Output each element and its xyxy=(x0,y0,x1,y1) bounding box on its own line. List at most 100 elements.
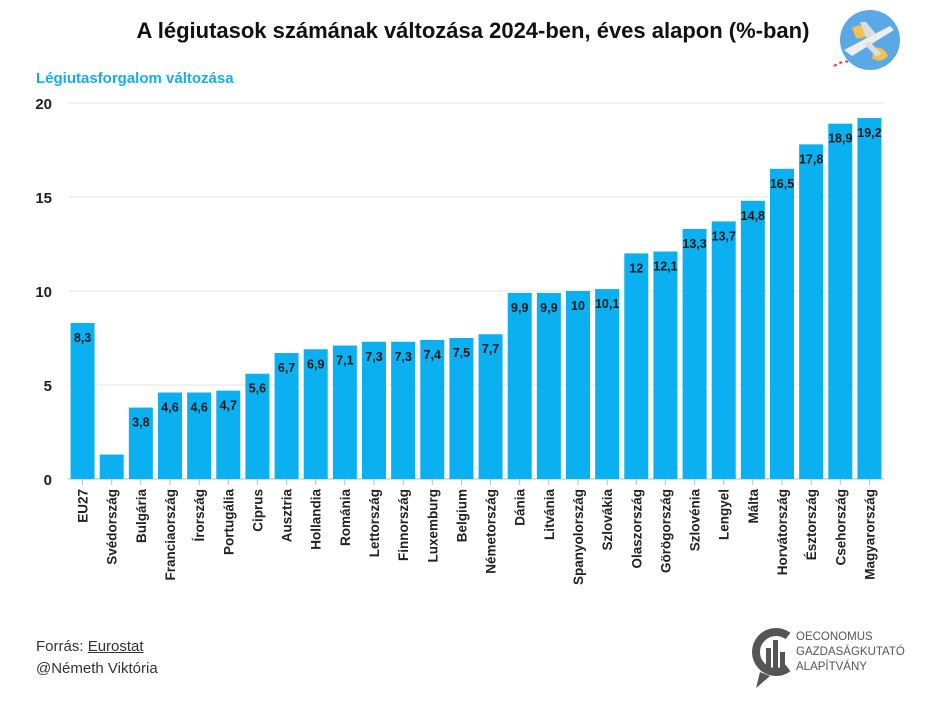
x-tick-label: Svédország xyxy=(105,489,120,565)
x-tick-label: Németország xyxy=(484,489,499,574)
data-label: 13,3 xyxy=(682,237,706,251)
x-tick-label: Írország xyxy=(192,489,207,542)
x-tick-label: Portugália xyxy=(221,489,236,556)
data-label: 10,1 xyxy=(595,297,619,311)
bar xyxy=(653,251,678,479)
x-tick-label: Olaszország xyxy=(629,489,644,569)
chart-title: A légiutasok számának változása 2024-ben… xyxy=(136,18,810,43)
y-tick-label: 0 xyxy=(44,472,52,489)
logo-icon xyxy=(752,628,791,688)
x-tick-label: Belgium xyxy=(454,489,469,542)
bar xyxy=(799,144,824,480)
data-label: 3,8 xyxy=(132,416,149,430)
source-link[interactable]: Eurostat xyxy=(87,638,144,655)
x-tick-label: Finnország xyxy=(396,489,411,561)
data-label: 12 xyxy=(629,261,643,275)
x-tick-label: Spanyolország xyxy=(571,489,586,585)
bar xyxy=(99,454,124,479)
data-label: 7,1 xyxy=(336,354,353,368)
data-label: 5,6 xyxy=(249,382,266,396)
x-tick-label: Románia xyxy=(338,489,353,547)
bar-chart: 0 5 10 15 20 8,3 EU27 Svédország 3,8 Bulgária 4,6 F… xyxy=(35,96,884,585)
bar xyxy=(420,339,445,479)
data-label: 10 xyxy=(571,299,585,313)
oeconomus-logo: OECONOMUS GAZDASÁGKUTATÓ ALAPÍTVÁNY xyxy=(752,622,942,692)
data-label: 17,8 xyxy=(799,152,823,166)
x-tick-label: EU27 xyxy=(76,489,91,523)
data-label: 14,8 xyxy=(741,209,765,223)
source-note: Forrás: Eurostat @Németh Viktória xyxy=(36,636,158,680)
bar xyxy=(449,338,474,479)
x-tick-label: Bulgária xyxy=(134,489,149,544)
data-label: 12,1 xyxy=(653,260,677,274)
data-label: 9,9 xyxy=(540,301,557,315)
x-tick-label: Málta xyxy=(746,489,761,524)
x-tick-label: Horvátország xyxy=(775,489,790,575)
data-label: 4,7 xyxy=(220,399,237,413)
bar xyxy=(158,392,182,479)
bar xyxy=(682,228,707,479)
data-label: 7,3 xyxy=(365,350,382,364)
data-label: 9,9 xyxy=(511,301,528,315)
bar xyxy=(70,322,95,479)
data-label: 8,3 xyxy=(74,331,91,345)
bar xyxy=(595,289,620,479)
data-label: 16,5 xyxy=(770,177,794,191)
bar xyxy=(332,345,357,479)
x-tick-label: Csehország xyxy=(833,489,848,566)
author: @Németh Viktória xyxy=(36,660,158,677)
data-label: 7,7 xyxy=(482,342,499,356)
bar xyxy=(711,221,736,479)
x-tick-label: Dánia xyxy=(513,489,528,526)
data-label: 6,7 xyxy=(278,361,295,375)
bar xyxy=(507,292,532,479)
logo-line2: GAZDASÁGKUTATÓ xyxy=(796,646,905,658)
bar xyxy=(274,353,299,479)
data-label: 18,9 xyxy=(828,132,852,146)
y-tick-label: 15 xyxy=(35,190,52,207)
data-label: 13,7 xyxy=(712,229,736,243)
data-label: 4,6 xyxy=(190,401,207,415)
x-tick-label: Franciaország xyxy=(163,489,178,581)
logo-line3: ALAPÍTVÁNY xyxy=(796,661,867,673)
y-axis-label: Légiutasforgalom változása xyxy=(36,70,234,87)
x-tick-label: Görögország xyxy=(658,489,673,573)
x-tick-label: Lengyel xyxy=(717,489,732,540)
y-tick-label: 5 xyxy=(44,378,52,395)
x-tick-label: Ausztria xyxy=(280,489,295,543)
bar xyxy=(391,341,416,479)
x-tick-label: Ciprus xyxy=(250,489,265,532)
x-tick-label: Luxemburg xyxy=(425,489,440,563)
data-label: 4,6 xyxy=(161,401,178,415)
source-label: Forrás: xyxy=(36,638,88,655)
data-label: 6,9 xyxy=(307,357,324,371)
y-tick-label: 20 xyxy=(35,96,52,113)
data-label: 7,5 xyxy=(453,346,470,360)
x-tick-label: Lettország xyxy=(367,489,382,557)
bar xyxy=(128,407,153,479)
bar xyxy=(362,341,386,479)
data-label: 7,4 xyxy=(424,348,441,362)
bar xyxy=(857,118,882,479)
bar xyxy=(478,334,503,479)
x-tick-label: Hollandia xyxy=(309,489,324,550)
x-tick-label: Magyarország xyxy=(862,489,877,580)
logo-line1: OECONOMUS xyxy=(796,631,873,643)
bar xyxy=(303,349,328,479)
bar xyxy=(216,390,241,479)
bar xyxy=(770,168,794,480)
bar xyxy=(740,200,765,479)
bar xyxy=(828,123,853,480)
x-tick-label: Litvánia xyxy=(542,489,557,541)
data-label: 7,3 xyxy=(394,350,411,364)
data-label: 19,2 xyxy=(857,126,881,140)
y-tick-label: 10 xyxy=(35,284,52,301)
bar xyxy=(566,291,590,479)
bar xyxy=(187,392,212,479)
bar xyxy=(245,373,270,479)
x-tick-label: Szlovénia xyxy=(688,489,703,552)
bar xyxy=(536,292,561,479)
x-tick-label: Szlovákia xyxy=(600,489,615,551)
plane-globe-icon xyxy=(830,4,906,76)
x-tick-label: Észtország xyxy=(804,489,819,560)
